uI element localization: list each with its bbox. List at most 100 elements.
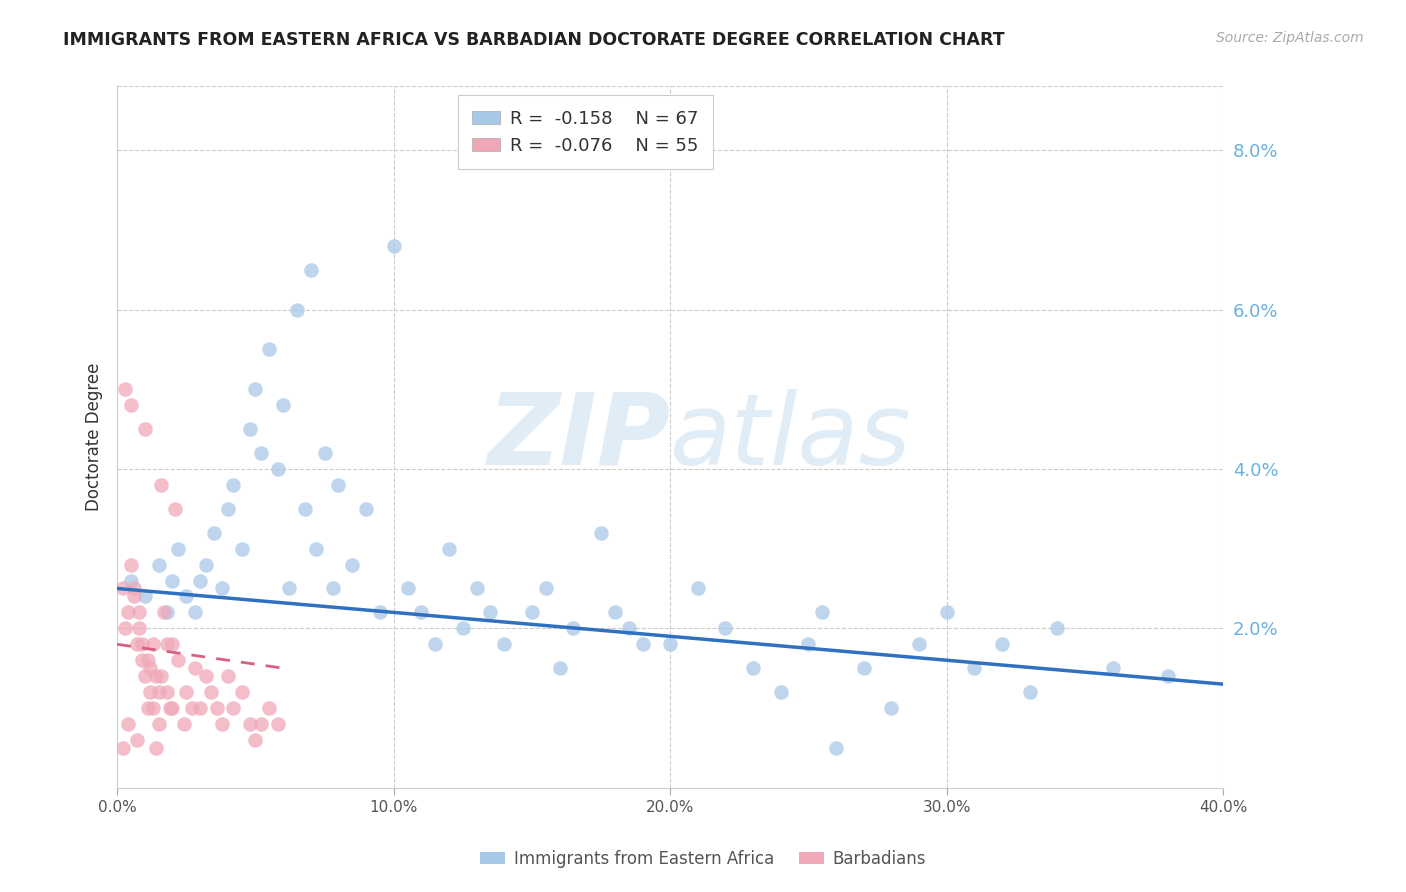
Text: ZIP: ZIP (488, 389, 671, 485)
Point (714, 621, 737, 635)
Point (128, 621, 150, 635)
Point (131, 637, 153, 651)
Point (686, 582, 709, 596)
Point (825, 740, 848, 755)
Text: IMMIGRANTS FROM EASTERN AFRICA VS BARBADIAN DOCTORATE DEGREE CORRELATION CHART: IMMIGRANTS FROM EASTERN AFRICA VS BARBAD… (63, 31, 1005, 49)
Point (128, 606, 150, 620)
Point (465, 582, 488, 596)
Point (305, 541, 328, 556)
Point (266, 717, 288, 731)
Point (1101, 661, 1123, 675)
Point (631, 637, 654, 651)
Point (411, 606, 433, 620)
Point (205, 701, 228, 715)
Point (294, 501, 316, 516)
Point (354, 501, 377, 516)
Point (120, 558, 142, 572)
Point (880, 701, 903, 715)
Point (145, 669, 167, 683)
Point (245, 382, 267, 396)
Point (239, 422, 262, 436)
Point (769, 685, 792, 699)
Point (111, 740, 134, 755)
Point (494, 637, 516, 651)
Legend: R =  -0.158    N = 67, R =  -0.076    N = 55: R = -0.158 N = 67, R = -0.076 N = 55 (458, 95, 713, 169)
Point (239, 717, 262, 731)
Text: atlas: atlas (671, 389, 912, 485)
Point (222, 478, 245, 492)
Point (437, 541, 460, 556)
Point (811, 606, 834, 620)
Point (162, 637, 184, 651)
Point (285, 302, 308, 317)
Legend: Immigrants from Eastern Africa, Barbadians: Immigrants from Eastern Africa, Barbadia… (474, 844, 932, 875)
Point (548, 661, 571, 675)
Point (176, 590, 198, 604)
Point (299, 262, 322, 277)
Point (217, 501, 239, 516)
Point (139, 685, 162, 699)
Point (603, 606, 626, 620)
Point (122, 590, 145, 604)
Point (222, 701, 245, 715)
Point (259, 701, 281, 715)
Point (589, 525, 612, 540)
Point (382, 239, 405, 253)
Point (134, 669, 156, 683)
Point (425, 637, 447, 651)
Point (120, 574, 142, 588)
Point (322, 582, 344, 596)
Point (277, 582, 299, 596)
Point (150, 669, 173, 683)
Point (200, 685, 222, 699)
Point (194, 558, 217, 572)
Text: Source: ZipAtlas.com: Source: ZipAtlas.com (1216, 31, 1364, 45)
Point (156, 606, 179, 620)
Point (125, 637, 148, 651)
Point (139, 661, 162, 675)
Point (562, 621, 585, 635)
Point (266, 462, 288, 476)
Point (156, 637, 179, 651)
Point (908, 637, 931, 651)
Point (134, 422, 156, 436)
Point (120, 398, 142, 412)
Point (250, 717, 273, 731)
Point (142, 701, 165, 715)
Point (180, 701, 202, 715)
Point (125, 733, 148, 747)
Y-axis label: Doctorate Degree: Doctorate Degree (86, 363, 103, 511)
Point (231, 685, 253, 699)
Point (659, 637, 682, 651)
Point (165, 501, 187, 516)
Point (342, 558, 364, 572)
Point (131, 653, 153, 667)
Point (167, 653, 190, 667)
Point (231, 541, 253, 556)
Point (211, 582, 233, 596)
Point (259, 343, 281, 357)
Point (114, 621, 136, 635)
Point (742, 661, 765, 675)
Point (368, 606, 391, 620)
Point (963, 661, 986, 675)
Point (520, 606, 543, 620)
Point (1157, 669, 1180, 683)
Point (451, 621, 474, 635)
Point (183, 606, 205, 620)
Point (134, 590, 156, 604)
Point (150, 478, 173, 492)
Point (188, 701, 211, 715)
Point (159, 701, 181, 715)
Point (156, 685, 179, 699)
Point (271, 398, 294, 412)
Point (136, 653, 159, 667)
Point (117, 717, 139, 731)
Point (162, 574, 184, 588)
Point (173, 717, 195, 731)
Point (797, 637, 820, 651)
Point (396, 582, 419, 596)
Point (202, 525, 225, 540)
Point (167, 541, 190, 556)
Point (211, 717, 233, 731)
